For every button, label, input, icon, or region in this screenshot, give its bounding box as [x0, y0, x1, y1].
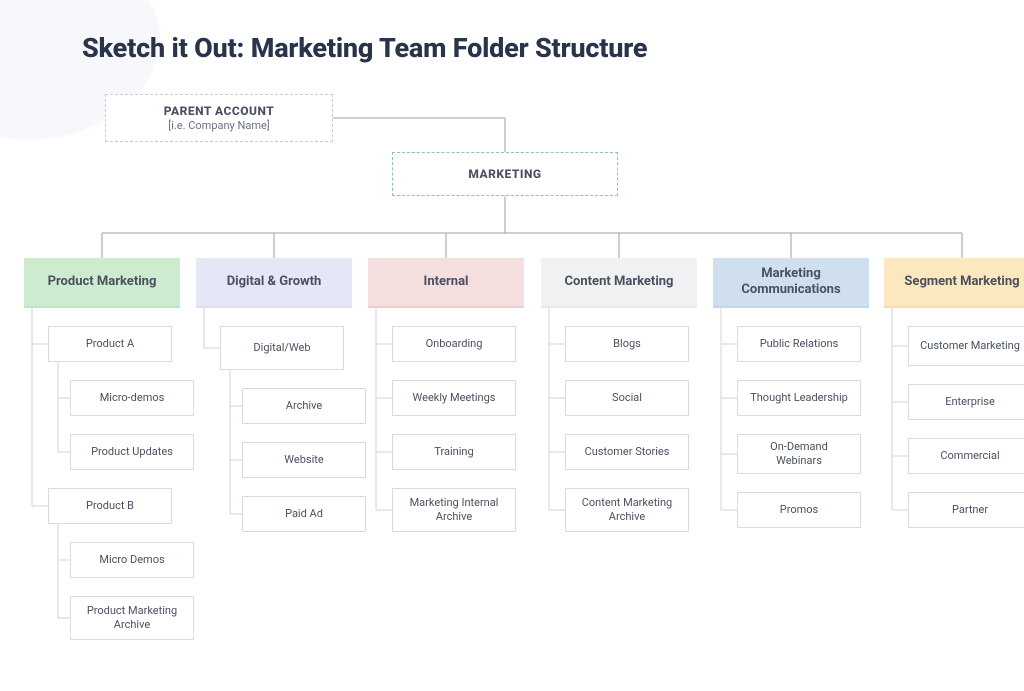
- folder-node: Promos: [737, 492, 861, 528]
- marketing-box: MARKETING: [392, 152, 618, 196]
- folder-node: Social: [565, 380, 689, 416]
- folder-node: Thought Leadership: [737, 380, 861, 416]
- parent-account-box: PARENT ACCOUNT [i.e. Company Name]: [105, 94, 333, 142]
- column-header: Content Marketing: [541, 258, 697, 308]
- column-header: Product Marketing: [24, 258, 180, 308]
- folder-node: Training: [392, 434, 516, 470]
- folder-node: Product A: [48, 326, 172, 362]
- column-header: Digital & Growth: [196, 258, 352, 308]
- folder-node: Product B: [48, 488, 172, 524]
- folder-node: Commercial: [908, 438, 1024, 474]
- folder-node: Micro-demos: [70, 380, 194, 416]
- folder-node: Content Marketing Archive: [565, 488, 689, 532]
- folder-node: Product Marketing Archive: [70, 596, 194, 640]
- column-header: Internal: [368, 258, 524, 308]
- folder-node: Archive: [242, 388, 366, 424]
- folder-node: Marketing Internal Archive: [392, 488, 516, 532]
- folder-node: Onboarding: [392, 326, 516, 362]
- column-header: Marketing Communications: [713, 258, 869, 308]
- marketing-title: MARKETING: [468, 167, 541, 182]
- folder-node: Blogs: [565, 326, 689, 362]
- column-header: Segment Marketing: [884, 258, 1024, 308]
- page-title: Sketch it Out: Marketing Team Folder Str…: [82, 32, 647, 64]
- folder-node: Public Relations: [737, 326, 861, 362]
- folder-node: Product Updates: [70, 434, 194, 470]
- folder-node: On-Demand Webinars: [737, 434, 861, 474]
- folder-node: Partner: [908, 492, 1024, 528]
- folder-node: Weekly Meetings: [392, 380, 516, 416]
- folder-node: Digital/Web: [220, 326, 344, 370]
- folder-node: Micro Demos: [70, 542, 194, 578]
- folder-node: Website: [242, 442, 366, 478]
- parent-account-title: PARENT ACCOUNT: [164, 104, 275, 119]
- folder-node: Customer Marketing: [908, 326, 1024, 366]
- folder-node: Customer Stories: [565, 434, 689, 470]
- folder-node: Paid Ad: [242, 496, 366, 532]
- parent-account-subtitle: [i.e. Company Name]: [164, 119, 275, 133]
- folder-node: Enterprise: [908, 384, 1024, 420]
